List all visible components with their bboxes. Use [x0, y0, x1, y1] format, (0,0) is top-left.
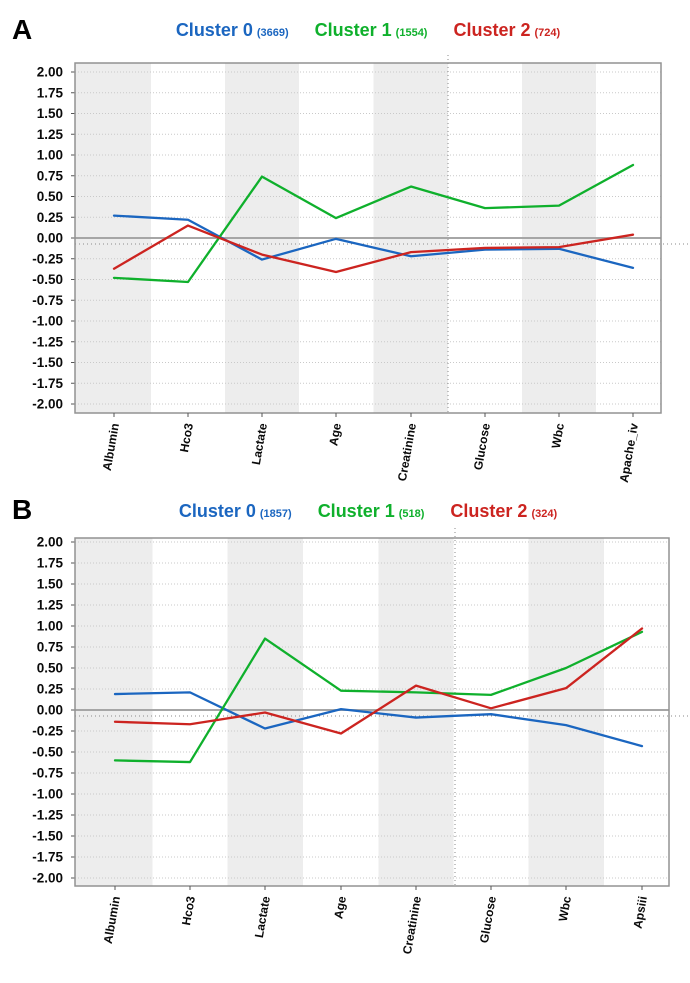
y-tick-label: 2.00: [37, 65, 63, 80]
y-tick-label: -1.25: [32, 808, 63, 823]
legend-item-cluster-2: Cluster 2 (324): [450, 501, 557, 522]
y-tick-label: 1.75: [37, 556, 64, 571]
y-tick-label: 1.00: [37, 148, 63, 163]
x-tick-label: Albumin: [101, 895, 123, 945]
series-line-cluster-1: [113, 630, 644, 764]
x-tick-label: Hco3: [177, 422, 196, 454]
panel-a-label: A: [12, 14, 33, 45]
legend-series-count: (3669): [256, 27, 289, 39]
y-tick-label: -2.00: [32, 871, 63, 886]
x-tick-label: Apsiii: [630, 895, 649, 930]
legend-series-name: Cluster 0: [175, 20, 253, 40]
x-tick-label: Wbc: [556, 895, 574, 923]
panel-b-label: B: [12, 494, 33, 525]
x-tick-label: Lactate: [252, 895, 273, 939]
y-tick-label: -0.50: [32, 745, 63, 760]
background-band: [75, 538, 153, 886]
y-tick-label: -0.50: [32, 272, 63, 287]
series-line-cluster-1: [112, 163, 635, 284]
legend-series-count: (724): [534, 27, 561, 39]
background-band: [378, 538, 454, 886]
plot-border: [74, 62, 662, 414]
x-tick-label: Age: [331, 895, 349, 920]
y-tick-label: 1.75: [37, 85, 64, 100]
legend-series-count: (1554): [395, 27, 428, 39]
series-line-cluster-2: [112, 224, 635, 274]
legend-series-name: Cluster 2: [450, 501, 528, 521]
y-tick-label: 1.00: [37, 619, 63, 634]
chart-a-cluster-profiles: 2.00 1.75 1.50 1.25 1.00 0.75 0.50 0.25 0.00 -0.2…: [32, 55, 689, 484]
y-tick-label: 0.25: [37, 210, 64, 225]
legend-b: Cluster 0 (1857) Cluster 1 (518) Cluster 2 (3…: [75, 501, 661, 522]
x-tick-label: Glucose: [477, 895, 499, 944]
y-tick-label: -1.00: [32, 787, 63, 802]
y-tick-label: 0.50: [37, 189, 63, 204]
x-tick-label: Apache_iv: [617, 422, 641, 484]
legend-series-name: Cluster 2: [453, 20, 531, 40]
y-tick-label: -0.25: [32, 251, 63, 266]
y-tick-label: -1.75: [32, 376, 63, 391]
y-tick-label: 2.00: [37, 535, 63, 550]
legend-item-cluster-0: Cluster 0 (3669): [176, 20, 289, 41]
legend-item-cluster-2: Cluster 2 (724): [453, 20, 560, 41]
y-tick-label: -2.00: [32, 397, 63, 412]
y-tick-label: 0.00: [37, 231, 63, 246]
legend-series-name: Cluster 1: [314, 20, 392, 40]
legend-item-cluster-1: Cluster 1 (1554): [315, 20, 428, 41]
y-tick-label: -0.75: [32, 293, 63, 308]
y-tick-label: -1.75: [32, 850, 63, 865]
y-tick-label: 0.00: [37, 703, 63, 718]
background-band: [528, 538, 604, 886]
y-tick-label: -1.00: [32, 314, 63, 329]
series-line-cluster-0: [113, 691, 644, 748]
x-tick-label: Age: [326, 422, 344, 447]
plot-border: [74, 537, 670, 887]
chart-b-cluster-profiles: 2.00 1.75 1.50 1.25 1.00 0.75 0.50 0.25 0.00 -0.2…: [32, 528, 690, 956]
y-tick-label: 0.25: [37, 682, 64, 697]
y-tick-label: -0.25: [32, 724, 63, 739]
x-tick-label: Lactate: [249, 422, 270, 466]
y-tick-label: 1.50: [37, 577, 63, 592]
x-tick-label: Creatinine: [400, 895, 424, 956]
legend-series-count: (1857): [259, 508, 292, 520]
legend-a: Cluster 0 (3669) Cluster 1 (1554) Cluster 2(…: [75, 20, 661, 41]
legend-item-cluster-1: Cluster 1 (518): [318, 501, 425, 522]
y-tick-label: 1.50: [37, 106, 63, 121]
x-tick-label: Hco3: [179, 895, 198, 927]
series-line-cluster-2: [113, 627, 644, 735]
x-tick-label: Creatinine: [395, 422, 419, 483]
legend-series-count: (324): [531, 508, 558, 520]
legend-series-name: Cluster 1: [317, 501, 395, 521]
legend-item-cluster-0: Cluster 0 (1857): [179, 501, 292, 522]
legend-series-name: Cluster 0: [178, 501, 256, 521]
y-tick-label: 0.50: [37, 661, 63, 676]
y-tick-label: 1.25: [37, 127, 64, 142]
y-tick-label: -0.75: [32, 766, 63, 781]
x-tick-label: Wbc: [549, 422, 567, 450]
y-tick-label: -1.25: [32, 334, 63, 349]
legend-series-count: (518): [398, 508, 425, 520]
x-tick-label: Glucose: [471, 422, 493, 471]
series-line-cluster-0: [112, 214, 635, 270]
y-tick-label: 0.75: [37, 640, 64, 655]
y-tick-label: 1.25: [37, 598, 64, 613]
y-tick-label: -1.50: [32, 355, 63, 370]
y-tick-label: 0.75: [37, 168, 64, 183]
y-tick-label: -1.50: [32, 829, 63, 844]
x-tick-label: Albumin: [100, 422, 122, 472]
